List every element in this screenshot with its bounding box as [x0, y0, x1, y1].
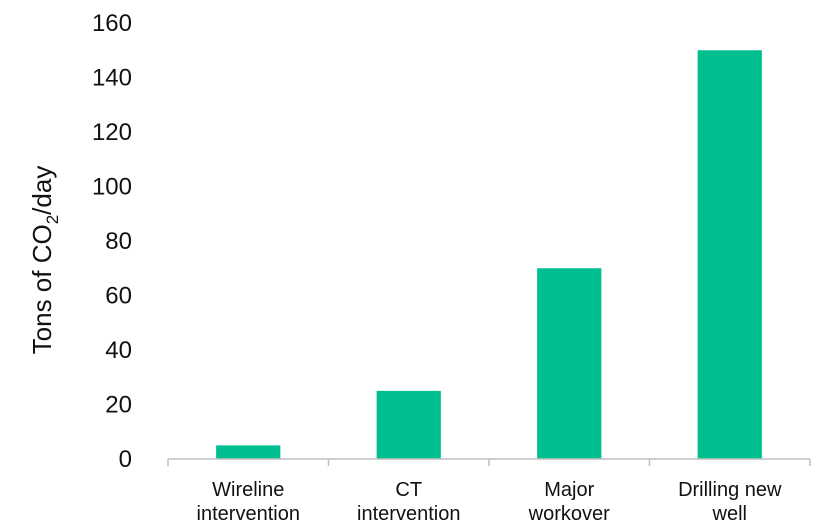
y-tick-label: 40 [105, 337, 132, 364]
x-axis [167, 458, 811, 466]
x-tick-label-line: Major [544, 479, 594, 501]
y-tick-label: 20 [105, 392, 132, 419]
y-tick-label: 100 [92, 174, 132, 201]
x-tick-label-line: intervention [357, 503, 460, 525]
y-axis-ticks: 0 20 40 60 80 100 120 140 160 [92, 10, 132, 473]
x-tick-label: Major workover [528, 479, 610, 525]
y-tick-label: 160 [92, 10, 132, 37]
x-tick-label-line: well [712, 503, 747, 525]
x-tick-label-line: CT [395, 479, 422, 501]
x-tick-label-line: Wireline [212, 479, 284, 501]
x-tick-label-line: intervention [197, 503, 300, 525]
x-tick-label: CT intervention [357, 479, 460, 525]
y-axis-label: Tons of CO2/day [27, 166, 62, 355]
svg-text:Tons of CO2/day: Tons of CO2/day [27, 166, 62, 355]
y-tick-label: 120 [92, 119, 132, 146]
y-tick-label: 80 [105, 228, 132, 255]
y-axis-label-suffix: /day [27, 166, 57, 215]
bar [537, 268, 602, 459]
x-tick-label-line: Drilling new [678, 479, 782, 501]
y-tick-label: 0 [119, 446, 132, 473]
x-tick-label: Drilling new well [678, 479, 782, 525]
y-axis-label-prefix: Tons of CO [27, 224, 57, 354]
x-tick-label-line: workover [528, 503, 610, 525]
y-tick-label: 60 [105, 283, 132, 310]
y-axis-label-subscript: 2 [43, 215, 62, 224]
x-tick-label: Wireline intervention [197, 479, 300, 525]
bar [376, 390, 441, 459]
bar [697, 50, 762, 459]
bar [216, 445, 281, 459]
y-tick-label: 140 [92, 65, 132, 92]
bars [216, 50, 762, 459]
